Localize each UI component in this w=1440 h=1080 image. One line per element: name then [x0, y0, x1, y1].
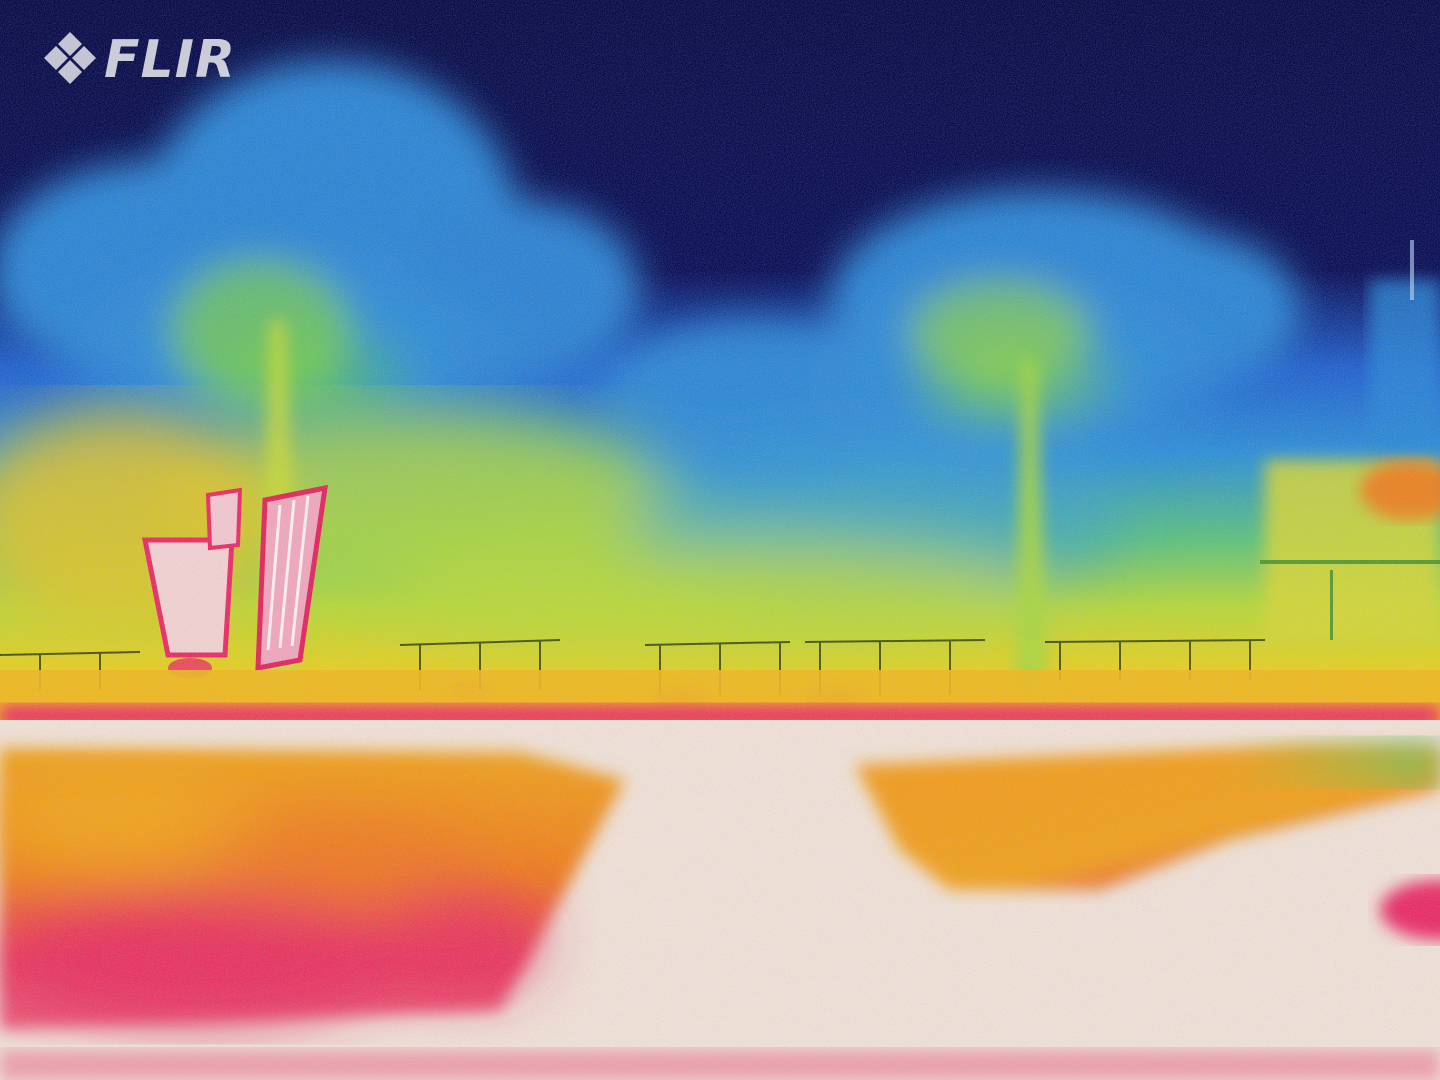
flir-logo-text: FLIR [104, 30, 237, 90]
flir-diamond-logo-icon [44, 32, 96, 84]
flir-logo: FLIR [42, 28, 236, 92]
